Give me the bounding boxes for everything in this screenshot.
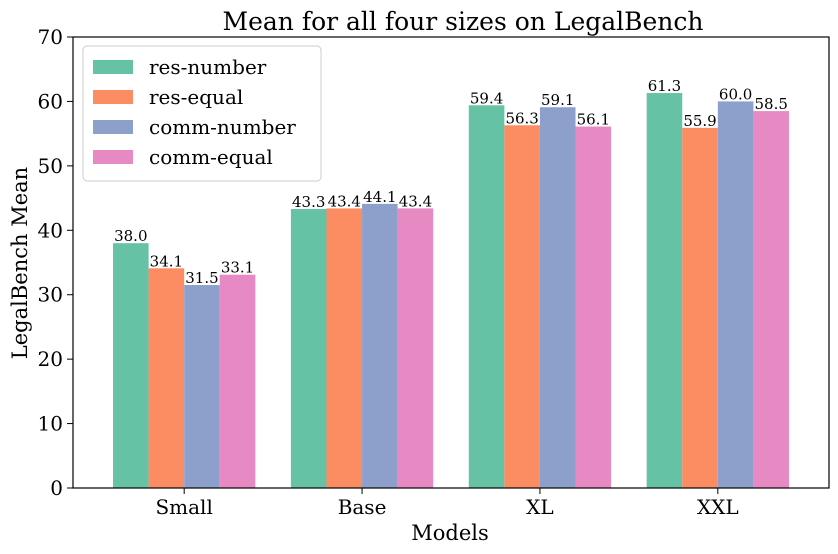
x-axis: Small Base XL XXL	[155, 488, 739, 519]
legend-swatch-res-equal	[93, 90, 133, 104]
data-label-res-equal-base: 43.4	[328, 192, 361, 210]
bar-res-number-base	[290, 209, 327, 488]
x-tick-label-base: Base	[338, 495, 387, 519]
y-tick-label: 0	[50, 476, 63, 500]
y-axis-label: LegalBench Mean	[8, 167, 32, 359]
data-label-res-equal-xxl: 55.9	[683, 112, 716, 130]
bar-res-equal-base	[326, 208, 363, 488]
bar-res-equal-xl	[504, 125, 540, 488]
legend-box	[82, 45, 322, 182]
bar-comm-equal-base	[397, 208, 434, 488]
data-label-res-equal-xl: 56.3	[505, 109, 538, 127]
y-tick-label: 20	[38, 347, 63, 371]
y-tick-label: 70	[38, 25, 63, 49]
x-axis-label: Models	[411, 521, 489, 545]
bar-comm-number-base	[362, 203, 398, 488]
y-tick-label: 60	[38, 89, 63, 113]
data-label-res-equal-small: 34.1	[150, 252, 183, 270]
legend-label-res-equal: res-equal	[149, 85, 243, 109]
bar-res-number-small	[113, 243, 149, 488]
data-label-comm-equal-xxl: 58.5	[754, 95, 787, 113]
legend: res-number res-equal comm-number comm-equal	[82, 45, 322, 182]
data-label-comm-equal-small: 33.1	[221, 259, 254, 277]
bar-comm-equal-xl	[575, 126, 612, 488]
data-label-comm-equal-base: 43.4	[399, 192, 432, 210]
legend-swatch-comm-number	[93, 120, 133, 134]
y-tick-label: 50	[38, 154, 63, 178]
data-label-comm-number-small: 31.5	[185, 269, 218, 287]
data-label-comm-number-base: 44.1	[363, 188, 396, 206]
bar-comm-equal-small	[219, 274, 256, 488]
x-tick-label-xl: XL	[526, 495, 554, 519]
bar-comm-number-small	[184, 285, 220, 488]
data-label-comm-equal-xl: 56.1	[577, 111, 610, 129]
bar-res-equal-xxl	[682, 127, 718, 488]
legend-label-res-number: res-number	[149, 55, 267, 79]
data-label-comm-number-xxl: 60.0	[719, 85, 752, 103]
legend-label-comm-number: comm-number	[149, 115, 296, 139]
data-label-res-number-xxl: 61.3	[648, 77, 681, 95]
data-label-res-number-small: 38.0	[114, 227, 147, 245]
legend-label-comm-equal: comm-equal	[149, 145, 273, 169]
y-tick-label: 40	[38, 218, 63, 242]
chart-title: Mean for all four sizes on LegalBench	[222, 7, 703, 36]
x-tick-label-small: Small	[155, 495, 212, 519]
plot-frame	[72, 36, 830, 489]
data-label-res-number-xl: 59.4	[470, 89, 503, 107]
bar-comm-number-xxl	[717, 101, 754, 488]
bar-res-equal-small	[148, 268, 185, 488]
bar-comm-equal-xxl	[753, 111, 789, 488]
data-label-comm-number-xl: 59.1	[541, 91, 574, 109]
legend-swatch-comm-equal	[93, 150, 133, 164]
y-axis: 0 10 20 30 40 50 60 70	[38, 25, 73, 500]
legend-swatch-res-number	[93, 60, 133, 74]
data-label-res-number-base: 43.3	[292, 193, 325, 211]
bars-group	[113, 93, 789, 489]
data-labels-group: 38.0 43.3 59.4 61.3 34.1 43.4 56.3 55.9 31.5 44.1…	[114, 77, 788, 287]
y-tick-label: 30	[38, 283, 63, 307]
bar-res-number-xxl	[646, 93, 683, 488]
bar-res-number-xl	[468, 105, 505, 489]
y-tick-label: 10	[38, 412, 63, 436]
x-tick-label-xxl: XXL	[697, 495, 739, 519]
bar-comm-number-xl	[539, 107, 576, 488]
